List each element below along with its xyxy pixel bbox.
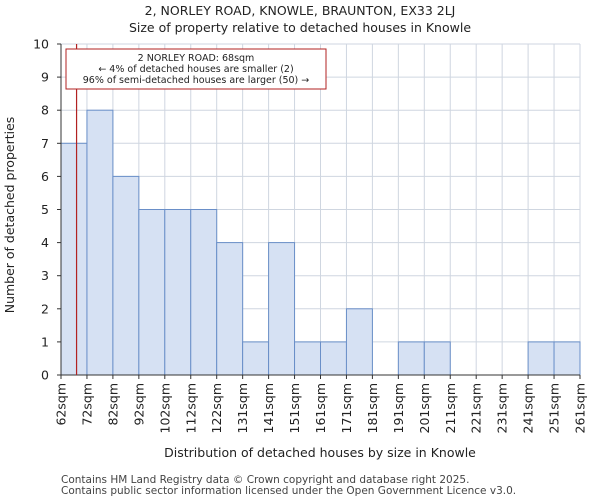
x-tick-label: 92sqm	[131, 383, 146, 426]
bar-131sqm	[242, 341, 270, 376]
footer-licence: Contains public sector information licen…	[61, 485, 517, 497]
bar-141sqm	[268, 242, 296, 376]
bars	[60, 109, 581, 376]
x-tick-label: 241sqm	[521, 383, 536, 433]
marker-annotation-line: 2 NORLEY ROAD: 68sqm	[138, 53, 255, 64]
bar-241sqm	[527, 341, 555, 376]
bar-112sqm	[190, 209, 218, 376]
x-tick-label: 231sqm	[495, 383, 510, 433]
bar-161sqm	[320, 341, 347, 376]
x-tick-label: 171sqm	[339, 383, 354, 433]
x-tick-label: 72sqm	[79, 383, 94, 426]
x-tick-label: 131sqm	[235, 383, 250, 433]
y-tick-labels: 0 1 2 3 4 5 6 7 8 9 10	[33, 37, 49, 383]
y-tick-label: 6	[41, 169, 49, 184]
y-tick-label: 10	[33, 37, 49, 52]
x-tick-label: 201sqm	[417, 383, 432, 433]
bar-62sqm	[60, 142, 88, 376]
bar-201sqm	[423, 341, 451, 376]
x-tick-label: 62sqm	[54, 383, 69, 426]
property-marker: 2 NORLEY ROAD: 68sqm← 4% of detached hou…	[65, 44, 327, 375]
x-tick-labels: 62sqm 72sqm 82sqm 92sqm 102sqm 112sqm 122sqm 13…	[54, 383, 588, 433]
bar-82sqm	[112, 175, 140, 376]
y-tick-label: 5	[41, 202, 49, 217]
y-tick-label: 0	[41, 368, 49, 383]
marker-annotation-line: 96% of semi-detached houses are larger (…	[83, 75, 310, 86]
x-tick-label: 102sqm	[157, 383, 172, 433]
x-tick-label: 82sqm	[105, 383, 120, 426]
y-tick-label: 8	[41, 103, 49, 118]
marker-annotation-line: ← 4% of detached houses are smaller (2)	[98, 64, 293, 75]
bar-191sqm	[397, 341, 425, 376]
bar-171sqm	[345, 308, 373, 376]
x-axis-title: Distribution of detached houses by size …	[164, 445, 476, 460]
y-tick-label: 7	[41, 136, 49, 151]
y-tick-label: 2	[41, 301, 49, 316]
x-tick-label: 112sqm	[183, 383, 198, 433]
footer-copyright: Contains HM Land Registry data © Crown c…	[61, 474, 470, 486]
bar-92sqm	[138, 209, 166, 376]
bar-251sqm	[553, 341, 581, 376]
y-tick-label: 4	[41, 235, 49, 250]
x-tick-label: 211sqm	[443, 383, 458, 433]
bar-151sqm	[294, 341, 321, 376]
x-tick-label: 151sqm	[287, 383, 302, 433]
chart-subtitle: Size of property relative to detached ho…	[128, 20, 472, 35]
x-tick-label: 191sqm	[391, 383, 406, 433]
x-tick-label: 161sqm	[313, 383, 328, 433]
bar-72sqm	[86, 109, 114, 376]
y-tick-label: 3	[41, 268, 49, 283]
marker-annotation-box	[65, 48, 327, 90]
x-tick-label: 122sqm	[209, 383, 224, 433]
axes	[57, 43, 581, 379]
x-tick-label: 221sqm	[469, 383, 484, 433]
x-tick-label: 251sqm	[547, 383, 562, 433]
y-tick-label: 1	[41, 334, 49, 349]
chart-title: 2, NORLEY ROAD, KNOWLE, BRAUNTON, EX33 2…	[144, 3, 456, 18]
bar-122sqm	[216, 242, 244, 376]
y-tick-label: 9	[41, 70, 49, 85]
x-tick-label: 181sqm	[365, 383, 380, 433]
y-axis-title: Number of detached properties	[2, 117, 17, 314]
x-tick-label: 261sqm	[573, 383, 588, 433]
bar-102sqm	[164, 209, 192, 376]
x-tick-label: 141sqm	[261, 383, 276, 433]
